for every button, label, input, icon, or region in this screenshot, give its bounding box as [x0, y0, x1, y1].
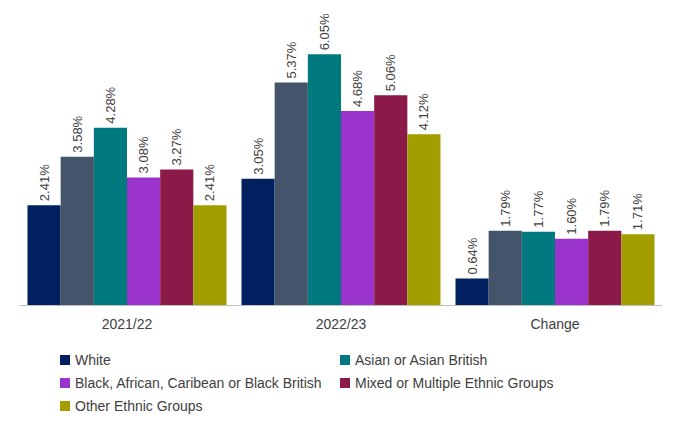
svg-text:1.79%: 1.79%: [597, 190, 612, 227]
svg-text:Mixed or Multiple Ethnic Group: Mixed or Multiple Ethnic Groups: [355, 375, 553, 391]
svg-text:Other Ethnic Groups: Other Ethnic Groups: [75, 398, 203, 414]
svg-text:1.71%: 1.71%: [630, 193, 645, 230]
svg-text:1.77%: 1.77%: [531, 190, 546, 227]
svg-text:3.27%: 3.27%: [169, 128, 184, 165]
svg-text:2.41%: 2.41%: [202, 164, 217, 201]
svg-text:Black, African, Caribean or Bl: Black, African, Caribean or Black Britis…: [75, 375, 322, 391]
svg-text:2021/22: 2021/22: [102, 316, 153, 332]
svg-text:2022/23: 2022/23: [316, 316, 367, 332]
svg-text:0.64%: 0.64%: [465, 237, 480, 274]
svg-text:White: White: [75, 352, 111, 368]
svg-text:1.79%: 1.79%: [498, 190, 513, 227]
svg-text:5.06%: 5.06%: [383, 54, 398, 91]
svg-text:3.08%: 3.08%: [136, 136, 151, 173]
svg-text:3.05%: 3.05%: [251, 137, 266, 174]
svg-text:Asian or Asian British: Asian or Asian British: [355, 352, 487, 368]
svg-text:5.37%: 5.37%: [284, 41, 299, 78]
svg-text:3.58%: 3.58%: [70, 115, 85, 152]
svg-text:Change: Change: [530, 316, 579, 332]
svg-text:4.68%: 4.68%: [350, 70, 365, 107]
svg-text:4.28%: 4.28%: [103, 86, 118, 123]
svg-text:2.41%: 2.41%: [37, 164, 52, 201]
svg-text:4.12%: 4.12%: [416, 93, 431, 130]
svg-text:6.05%: 6.05%: [317, 13, 332, 50]
svg-text:1.60%: 1.60%: [564, 197, 579, 234]
